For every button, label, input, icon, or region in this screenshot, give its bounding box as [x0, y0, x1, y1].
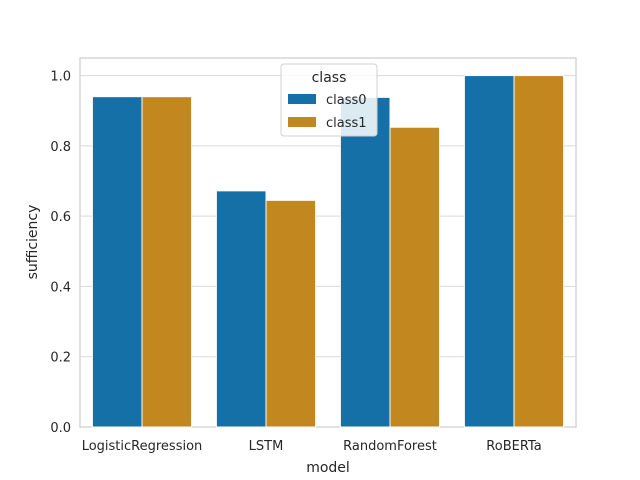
bar-class1-LogisticRegression	[141, 96, 193, 428]
y-axis-title: sufficiency	[25, 205, 41, 280]
bar-class0-RoBERTa	[463, 75, 515, 428]
y-tick-label: 0.6	[50, 210, 71, 225]
bar-class1-RandomForest	[389, 126, 441, 428]
x-axis-title: model	[306, 460, 350, 476]
bar-class1-RoBERTa	[513, 75, 565, 428]
y-tick-label: 0.4	[50, 280, 71, 295]
legend-label-class1: class1	[326, 116, 367, 131]
y-tick-label: 0.8	[50, 140, 71, 155]
legend-swatch-class1	[288, 117, 316, 127]
bar-class0-RandomForest	[339, 96, 391, 428]
legend-title: class	[312, 70, 347, 86]
y-tick-label: 0.0	[50, 421, 71, 436]
legend: class class0 class1	[280, 63, 378, 137]
y-tick-labels: 0.0 0.2 0.4 0.6 0.8 1.0	[50, 70, 71, 436]
y-tick-label: 1.0	[50, 70, 71, 85]
y-tick-label: 0.2	[50, 351, 71, 366]
bar-class0-LogisticRegression	[91, 96, 143, 428]
x-tick-labels: LogisticRegression LSTM RandomForest RoBERT…	[82, 439, 542, 454]
x-tick-label: RoBERTa	[486, 439, 541, 454]
bar-class0-LSTM	[215, 190, 267, 428]
legend-swatch-class0	[288, 94, 316, 104]
x-tick-label: RandomForest	[343, 439, 437, 454]
x-tick-label: LSTM	[249, 439, 284, 454]
x-tick-label: LogisticRegression	[82, 439, 203, 454]
bars	[91, 75, 565, 428]
legend-label-class0: class0	[326, 93, 367, 108]
bar-class1-LSTM	[265, 199, 317, 428]
